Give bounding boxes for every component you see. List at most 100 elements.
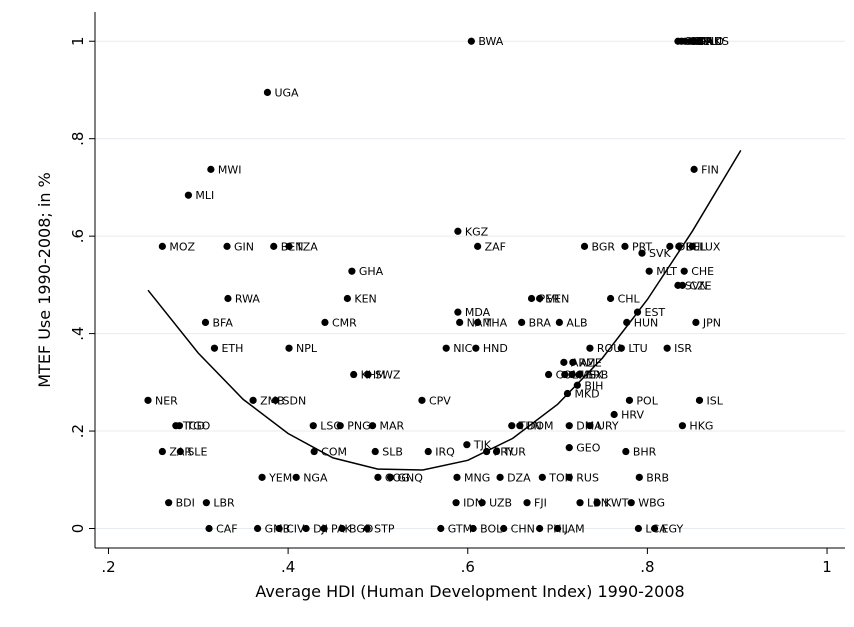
point [424, 447, 432, 456]
point-label: NLD [701, 35, 724, 48]
point [469, 524, 477, 533]
point-label: TGO [185, 420, 210, 433]
point [418, 396, 426, 404]
point [645, 267, 653, 275]
point [474, 318, 482, 326]
point [573, 381, 581, 389]
point [593, 499, 601, 507]
point [560, 358, 568, 366]
point-label: POL [636, 394, 658, 407]
point-label: BOL [480, 523, 503, 536]
point [310, 447, 318, 456]
point-label: CPV [429, 394, 451, 407]
point [580, 242, 589, 250]
point [695, 396, 704, 404]
point [249, 396, 257, 404]
point [263, 88, 272, 96]
point-label: GIN [234, 240, 254, 253]
point-label: FJI [534, 497, 547, 510]
point [606, 294, 615, 303]
point [368, 422, 377, 430]
point [467, 37, 475, 45]
point [176, 447, 184, 456]
point [536, 524, 544, 533]
point-label: HRV [621, 408, 644, 421]
point-label: JAM [564, 523, 585, 536]
point [690, 37, 698, 45]
point-label: EGY [662, 523, 684, 536]
point [275, 524, 283, 533]
point [650, 524, 659, 533]
point-label: LBR [213, 497, 235, 510]
point-label: KWT [604, 497, 629, 510]
point-label: LSO [320, 420, 342, 433]
point [565, 473, 573, 481]
point-label: BFA [212, 316, 233, 329]
point [622, 447, 630, 456]
point [538, 473, 546, 481]
point-label: THA [484, 316, 508, 329]
point [627, 499, 635, 507]
point [386, 473, 395, 481]
point [621, 242, 629, 250]
point [576, 499, 584, 507]
point [516, 422, 524, 430]
point-label: BWA [478, 35, 503, 48]
point-label: TON [548, 471, 573, 484]
point [442, 344, 450, 352]
point [371, 447, 379, 456]
point-label: UZB [489, 497, 512, 510]
point [638, 249, 646, 257]
point [363, 524, 371, 533]
point [374, 473, 382, 481]
point [690, 165, 698, 173]
point-label: EST [645, 306, 666, 319]
point [695, 37, 704, 45]
point-label: SRB [586, 369, 608, 382]
point [364, 370, 372, 379]
point-label: ARM [571, 356, 596, 369]
point [617, 344, 625, 352]
point [336, 422, 344, 430]
point-label: BRB [646, 471, 669, 484]
point-label: CHN [511, 523, 535, 536]
point-label: NPL [296, 342, 318, 355]
point-label: DZA [507, 471, 531, 484]
point-label: ISR [674, 342, 692, 355]
point-label: HUN [634, 316, 659, 329]
point-label: CZE [689, 279, 711, 292]
x-tick-label: .6 [461, 558, 475, 576]
point-label: MLT [656, 265, 677, 278]
point-label: DOM [527, 420, 554, 433]
point-label: YEM [268, 471, 292, 484]
point [285, 242, 293, 250]
point [586, 344, 594, 352]
point-label: COM [321, 446, 347, 459]
x-tick-label: .4 [281, 558, 295, 576]
point [544, 370, 553, 379]
point [158, 447, 166, 456]
point-label: RUS [576, 471, 599, 484]
point [635, 473, 643, 481]
point [437, 524, 445, 533]
y-tick-label: 1 [69, 36, 87, 46]
point [223, 242, 231, 250]
point [207, 165, 215, 173]
point [271, 396, 280, 404]
point [565, 444, 573, 452]
point [210, 344, 219, 352]
point [492, 447, 501, 456]
y-tick-label: .8 [69, 132, 87, 146]
y-tick-label: .2 [69, 424, 87, 438]
point [555, 318, 563, 326]
point [202, 499, 210, 507]
point-label: NGA [303, 471, 328, 484]
point [678, 422, 687, 430]
point [158, 242, 166, 250]
point [453, 473, 461, 481]
y-axis-title: MTEF Use 1990-2008; in % [35, 172, 54, 388]
point [692, 318, 700, 326]
point [472, 344, 480, 352]
point [478, 499, 486, 507]
